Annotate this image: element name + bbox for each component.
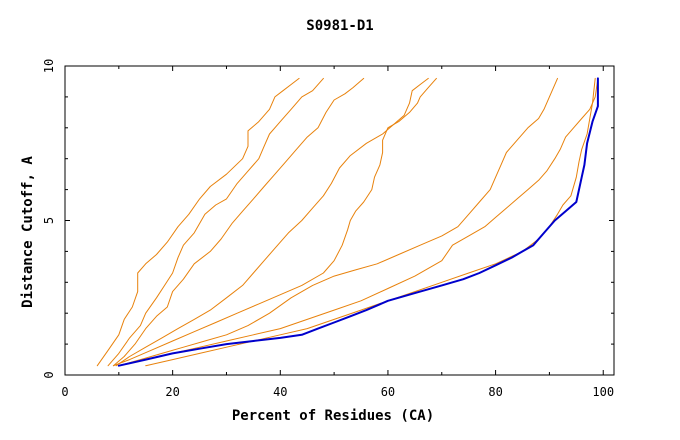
highlight-series-line bbox=[117, 77, 599, 367]
model-series-line-8 bbox=[145, 77, 596, 367]
model-series-line-5 bbox=[112, 77, 437, 367]
x-tick-label: 20 bbox=[165, 385, 179, 399]
x-tick-label: 40 bbox=[273, 385, 287, 399]
model-series-line-1 bbox=[96, 77, 300, 367]
y-tick-label: 10 bbox=[42, 59, 56, 73]
x-tick-label: 60 bbox=[381, 385, 395, 399]
x-tick-label: 100 bbox=[592, 385, 614, 399]
x-tick-label: 0 bbox=[61, 385, 68, 399]
series-group bbox=[96, 77, 599, 367]
x-tick-label: 80 bbox=[488, 385, 502, 399]
y-axis-label: Distance Cutoff, A bbox=[20, 156, 36, 308]
plot-frame bbox=[64, 65, 615, 376]
model-series-line-3 bbox=[112, 77, 365, 367]
model-series-line-7 bbox=[118, 77, 599, 367]
y-tick-label: 5 bbox=[42, 217, 56, 224]
y-tick-label: 0 bbox=[42, 371, 56, 378]
axis-ticks: 0 20 40 60 80 100 0 5 10 bbox=[42, 59, 614, 399]
model-series-line-4 bbox=[115, 77, 429, 367]
model-series-line-2 bbox=[107, 77, 324, 367]
model-series-line-6 bbox=[118, 77, 558, 367]
x-axis-label: Percent of Residues (CA) bbox=[232, 408, 434, 424]
chart-title: S0981-D1 bbox=[306, 18, 373, 34]
